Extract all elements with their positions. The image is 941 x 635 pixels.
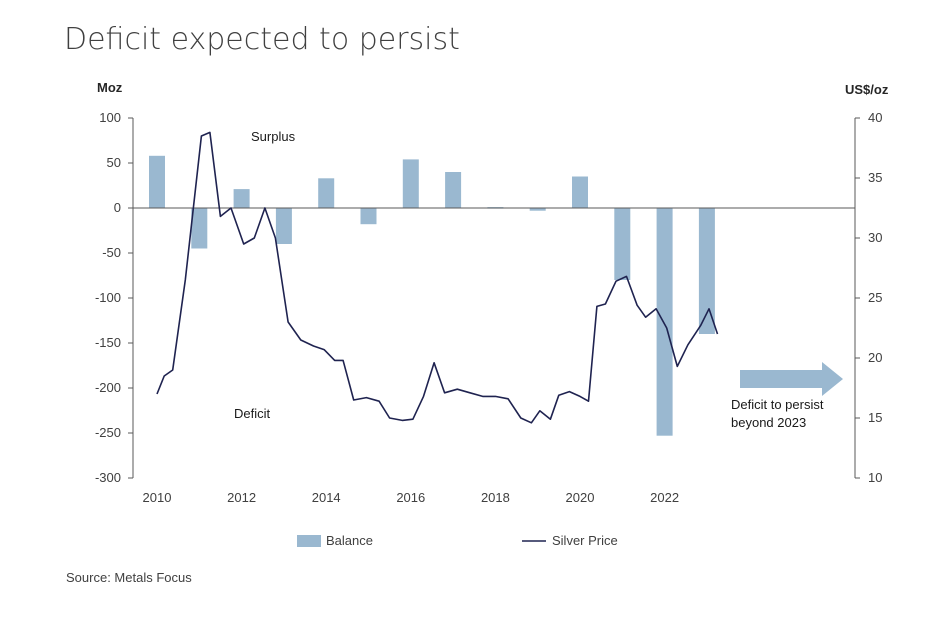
legend-label-silver-price: Silver Price xyxy=(552,533,618,548)
arrow-annotation-line1: Deficit to persist xyxy=(731,397,824,412)
left-tick-label: -150 xyxy=(95,335,121,350)
balance-bar xyxy=(529,208,546,211)
left-tick-label: -200 xyxy=(95,380,121,395)
balance-bar xyxy=(275,208,292,244)
balance-bar xyxy=(614,208,631,280)
x-tick-label: 2018 xyxy=(481,490,510,505)
x-tick-label: 2022 xyxy=(650,490,679,505)
x-tick-label: 2012 xyxy=(227,490,256,505)
balance-bar xyxy=(656,208,673,436)
surplus-annotation: Surplus xyxy=(251,129,296,144)
balance-bar xyxy=(445,172,462,208)
right-tick-label: 35 xyxy=(868,170,882,185)
page-title: Deficit expected to persist xyxy=(64,22,460,57)
x-tick-label: 2016 xyxy=(396,490,425,505)
legend-swatch-balance xyxy=(297,535,321,547)
left-tick-label: 50 xyxy=(107,155,121,170)
left-tick-label: -50 xyxy=(102,245,121,260)
right-tick-label: 25 xyxy=(868,290,882,305)
arrow-annotation-line2: beyond 2023 xyxy=(731,415,806,430)
left-tick-label: 100 xyxy=(99,110,121,125)
right-axis-label: US$/oz xyxy=(845,82,889,97)
left-tick-label: -300 xyxy=(95,470,121,485)
source-note: Source: Metals Focus xyxy=(66,570,192,585)
balance-bar xyxy=(360,208,377,225)
arrow-shape xyxy=(740,362,843,396)
deficit-annotation: Deficit xyxy=(234,406,271,421)
left-tick-label: 0 xyxy=(114,200,121,215)
x-tick-label: 2014 xyxy=(312,490,341,505)
balance-bar xyxy=(149,155,165,208)
silver-price-line xyxy=(156,131,719,424)
right-tick-label: 10 xyxy=(868,470,882,485)
left-tick-label: -100 xyxy=(95,290,121,305)
balance-bar xyxy=(318,178,335,208)
balance-bar xyxy=(233,189,250,208)
balance-bar xyxy=(402,159,419,208)
balance-bar xyxy=(698,208,715,334)
x-tick-label: 2010 xyxy=(143,490,172,505)
balance-bar xyxy=(191,208,208,249)
left-axis-label: Moz xyxy=(97,80,123,95)
left-tick-label: -250 xyxy=(95,425,121,440)
right-tick-label: 20 xyxy=(868,350,882,365)
balance-bar xyxy=(572,176,588,208)
right-tick-label: 15 xyxy=(868,410,882,425)
right-tick-label: 30 xyxy=(868,230,882,245)
x-tick-label: 2020 xyxy=(566,490,595,505)
right-tick-label: 40 xyxy=(868,110,882,125)
legend-label-balance: Balance xyxy=(326,533,373,548)
